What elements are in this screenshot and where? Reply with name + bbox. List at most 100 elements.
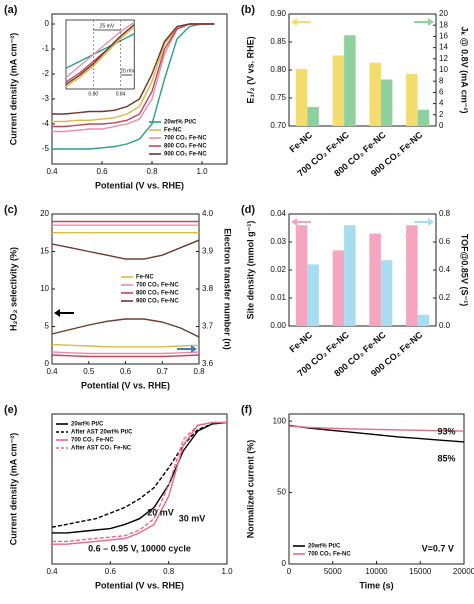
data-line [52,421,228,534]
inset-x-tick-label: 0.84 [116,91,126,97]
y2-axis-label: Electron transfer number (n) [223,228,233,350]
panel-label: (c) [4,204,18,216]
inset-annotation: 20 mV [120,68,135,74]
axis-arrow-head [428,18,434,26]
x-tick-label: 0.6 [96,167,108,176]
y-axis-label: H₂O₂ selectivity (%) [8,247,18,331]
x-tick-label: 0.8 [163,567,175,576]
category-label: Fe-NC [287,129,314,154]
plot-frame [288,413,465,565]
inset-line [65,21,135,79]
x-tick-label: 0.6 [105,567,117,576]
x-tick-label: 0.6 [120,367,132,376]
data-line [52,421,227,543]
y-tick-label: 0.80 [270,65,286,74]
y-tick-label: 20 [40,209,49,218]
bar [295,68,308,126]
panel-label: (f) [241,404,252,416]
y2-tick-label: 6 [439,88,444,97]
y2-tick-label: 2 [439,110,444,119]
y2-tick-label: 0.8 [439,209,451,218]
plot-frame [51,13,228,165]
x-axis-label: Potential (V vs. RHE) [81,380,170,390]
axis-arrow-head [291,218,297,226]
legend-label: 800 CO₂ Fe-NC [136,291,179,297]
y2-tick-label: 3.8 [202,284,214,293]
y-tick-label: 0.04 [270,209,286,218]
x-tick-label: 0 [287,567,292,576]
legend-label: 700 CO₂ Fe-NC [71,438,114,444]
x-tick-label: 0.4 [46,567,58,576]
y2-axis-label: Jₖ @ 0.8V (mA cm⁻²) [460,26,470,113]
y2-tick-label: 3.7 [202,322,214,331]
panel-label: (b) [241,4,255,16]
y2-tick-label: 0.6 [439,237,451,246]
y-tick-label: 0 [45,359,50,368]
annotation: 0.6 – 0.95 V, 10000 cycle [88,543,191,553]
y-tick-label: 0.01 [270,293,286,302]
y2-tick-label: 4 [439,99,444,108]
y-tick-label: -3 [42,94,50,103]
legend-label: 20wt% Pt/C [164,120,197,126]
x-tick-label: 0.4 [46,167,58,176]
y2-tick-label: 14 [439,43,448,52]
axis-arrow-head [54,309,60,317]
data-line [51,318,200,338]
bar [406,73,418,126]
x-tick-label: 20000 [453,567,474,576]
x-tick-label: 0.7 [157,367,169,376]
y-axis-label: E₁/₂ (V vs. RHE) [245,36,255,103]
axis-arrow-head [291,18,297,26]
y2-tick-label: 0 [439,121,444,130]
inset-line [65,33,135,69]
y-tick-label: 5 [45,322,50,331]
legend-label: 800 CO₂ Fe-NC [164,144,207,150]
legend-label: Fe-NC [164,128,182,134]
x-axis-label: Time (s) [359,580,393,590]
legend-label: 700 CO₂ Fe-NC [164,136,207,142]
inset-line [65,26,135,88]
annotation: 85% [437,453,455,463]
y2-tick-label: 0.4 [439,265,451,274]
x-tick-label: 1.0 [196,167,208,176]
legend-label: After AST CO₂ Fe-NC [71,446,132,452]
n-line [51,239,200,260]
y2-axis-label: TOF@0.85V (S⁻¹) [460,234,470,306]
annotation: 20 mV [147,507,174,517]
annotation: 93% [437,426,455,436]
legend-label: 20wt% Pt/C [71,422,104,428]
y2-tick-label: 0.0 [439,321,451,330]
y2-tick-label: 18 [439,20,448,29]
inset-annotation: 25 mV [100,23,115,29]
data-line [288,425,465,432]
y-tick-label: 100 [273,416,287,425]
inset-line [65,24,135,85]
y2-tick-label: 20 [439,9,448,18]
bar [380,260,393,326]
x-tick-label: 1.0 [221,567,233,576]
bar [417,109,430,126]
bar [417,314,430,326]
panel-label: (a) [4,4,18,16]
legend-label: 900 CO₂ Fe-NC [136,299,179,305]
data-line [51,351,200,355]
y-tick-label: -5 [42,144,50,153]
y-tick-label: 0.85 [270,37,286,46]
y2-tick-label: 8 [439,76,444,85]
bar [332,55,345,126]
y-axis-label: Normalized current (%) [245,440,255,539]
y-axis-label: Current density (mA cm⁻²) [8,433,18,545]
category-label: Fe-NC [287,329,314,354]
bar [380,79,393,126]
plot-frame [51,413,228,565]
legend-label: 20wt% Pt/C [308,544,341,550]
bar [307,106,319,126]
y-tick-label: 0.03 [270,237,286,246]
y2-tick-label: 3.9 [202,247,214,256]
y-tick-label: 0 [45,19,50,28]
y-tick-label: -4 [42,119,50,128]
bar [406,225,418,326]
data-line [51,421,228,528]
bar [369,62,381,126]
